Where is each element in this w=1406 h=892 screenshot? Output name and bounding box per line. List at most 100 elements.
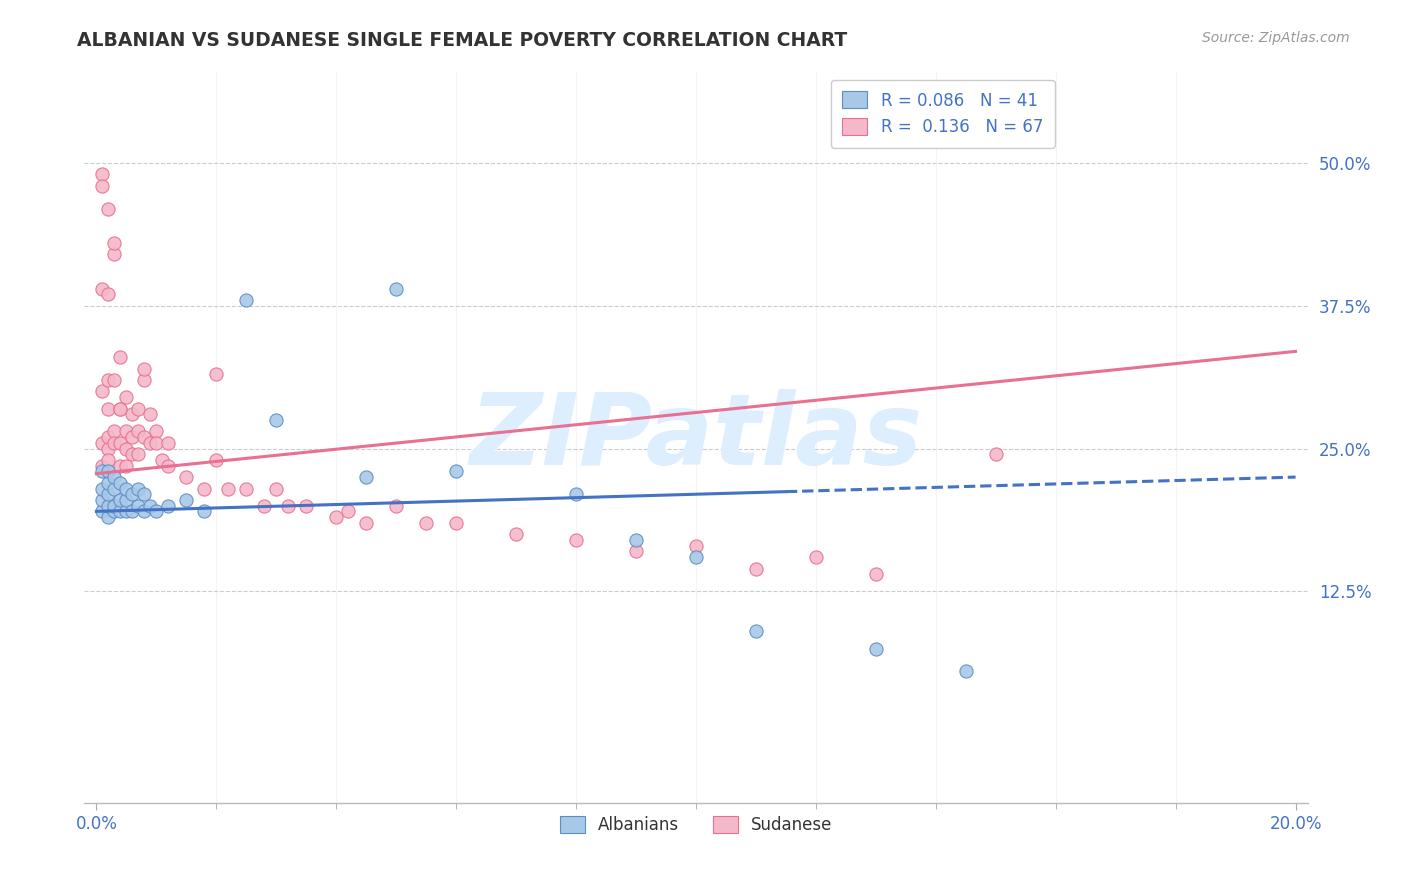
Point [103,499,125,513]
Point [121,487,143,501]
Point [139,499,162,513]
Point [193,504,215,518]
Point [97,510,120,524]
Point [121,430,143,444]
Point [97,464,120,478]
Point [565,487,588,501]
Point [121,504,143,518]
Point [385,499,408,513]
Point [804,550,827,565]
Point [217,482,239,496]
Point [127,447,149,461]
Point [115,482,138,496]
Point [97,442,120,456]
Point [205,368,228,382]
Point [91,167,114,181]
Point [97,401,120,416]
Point [91,458,114,473]
Point [103,425,125,439]
Point [139,435,162,450]
Point [91,464,114,478]
Point [110,475,132,490]
Text: ZIPatlas: ZIPatlas [470,389,922,485]
Point [97,453,120,467]
Point [115,442,138,456]
Point [115,390,138,404]
Point [97,475,120,490]
Point [865,567,887,582]
Point [91,178,114,193]
Point [145,504,167,518]
Point [127,499,149,513]
Point [91,435,114,450]
Point [205,453,228,467]
Point [91,504,114,518]
Point [115,425,138,439]
Point [157,435,180,450]
Point [97,202,120,216]
Point [127,401,149,416]
Point [139,407,162,421]
Point [385,281,408,295]
Point [505,527,527,541]
Point [325,510,347,524]
Point [157,458,180,473]
Point [97,373,120,387]
Point [127,482,149,496]
Point [415,516,437,530]
Point [444,464,467,478]
Point [103,247,125,261]
Point [745,624,768,639]
Point [264,482,287,496]
Point [127,425,149,439]
Point [103,235,125,250]
Point [174,492,197,507]
Point [103,470,125,484]
Point [565,533,588,547]
Point [121,407,143,421]
Point [97,487,120,501]
Point [110,492,132,507]
Point [110,504,132,518]
Point [685,550,707,565]
Point [253,499,276,513]
Point [97,499,120,513]
Point [134,373,156,387]
Point [277,499,299,513]
Point [134,487,156,501]
Point [103,504,125,518]
Point [174,470,197,484]
Point [354,470,377,484]
Point [97,287,120,301]
Point [115,492,138,507]
Point [235,482,257,496]
Point [337,504,360,518]
Point [745,561,768,575]
Point [110,435,132,450]
Point [110,458,132,473]
Point [134,504,156,518]
Point [145,435,167,450]
Point [103,435,125,450]
Point [295,499,318,513]
Text: Source: ZipAtlas.com: Source: ZipAtlas.com [1202,31,1350,45]
Legend: Albanians, Sudanese: Albanians, Sudanese [548,805,844,846]
Point [354,516,377,530]
Point [685,539,707,553]
Point [103,482,125,496]
Point [150,453,173,467]
Point [134,361,156,376]
Point [955,665,977,679]
Point [193,482,215,496]
Point [121,447,143,461]
Point [235,293,257,307]
Point [91,281,114,295]
Point [157,499,180,513]
Point [91,482,114,496]
Point [110,401,132,416]
Point [624,533,647,547]
Point [110,401,132,416]
Point [91,384,114,399]
Point [624,544,647,558]
Point [264,413,287,427]
